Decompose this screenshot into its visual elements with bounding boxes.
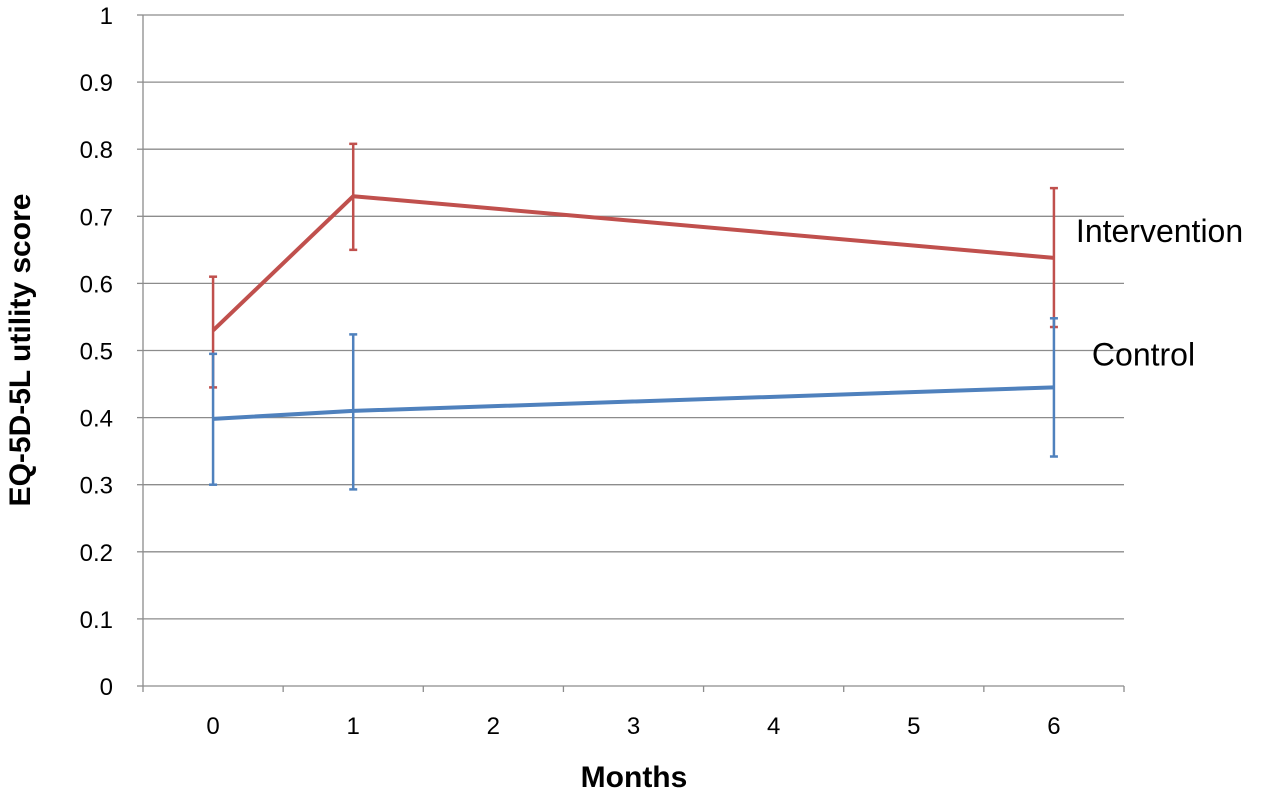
x-tick-label: 0: [206, 713, 219, 740]
series-control: [209, 317, 1058, 491]
x-axis-title: Months: [581, 761, 688, 793]
axes: 0 0.1 0.2 0.3 0.4 0.5 0.6 0.7 0.8 0.9 1 0 1 2 3 4 5 6: [80, 3, 1125, 740]
y-tick-label: 0.9: [80, 70, 113, 97]
series-intervention: [209, 142, 1058, 389]
y-tick-label: 0.5: [80, 339, 113, 366]
y-tick-label: 0.3: [80, 473, 113, 500]
y-tick-label: 0.7: [80, 204, 113, 231]
y-tick-label: 0.2: [80, 540, 113, 567]
x-tick-label: 4: [767, 713, 780, 740]
y-tick-label: 0.1: [80, 607, 113, 634]
x-tick-label: 6: [1047, 713, 1060, 740]
y-tick-label: 0.4: [80, 406, 113, 433]
x-tick-label: 1: [347, 713, 360, 740]
series-label: Intervention: [1076, 213, 1243, 249]
series-layer: [209, 142, 1058, 491]
series-label: Control: [1092, 336, 1195, 372]
y-axis-title: EQ-5D-5L utility score: [4, 194, 37, 507]
y-tick-label: 0: [100, 674, 113, 701]
y-tick-label: 0.8: [80, 137, 113, 164]
y-tick-label: 1: [100, 3, 113, 30]
y-tick-label: 0.6: [80, 271, 113, 298]
x-tick-label: 3: [627, 713, 640, 740]
x-tick-label: 5: [907, 713, 920, 740]
x-tick-label: 2: [487, 713, 500, 740]
series-line: [212, 385, 1054, 421]
gridlines: [143, 14, 1124, 620]
series-line: [211, 194, 1055, 332]
labels-layer: Intervention Control: [1076, 213, 1243, 373]
